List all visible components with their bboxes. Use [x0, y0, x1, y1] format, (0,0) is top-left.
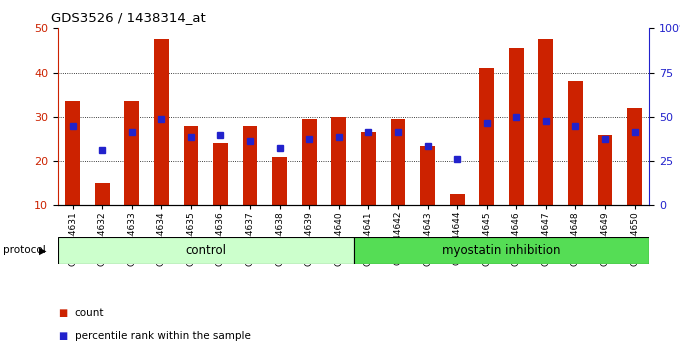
Bar: [390, 119, 405, 205]
Bar: [627, 108, 642, 205]
Text: ▶: ▶: [39, 245, 47, 256]
Bar: [65, 101, 80, 205]
Bar: [539, 39, 554, 205]
Bar: [509, 48, 524, 205]
Bar: [449, 194, 464, 205]
Bar: [331, 117, 346, 205]
Text: protocol: protocol: [3, 245, 46, 256]
Bar: [361, 132, 376, 205]
Text: GDS3526 / 1438314_at: GDS3526 / 1438314_at: [51, 11, 206, 24]
Bar: [302, 119, 317, 205]
Text: count: count: [75, 308, 104, 318]
Bar: [58, 237, 354, 264]
Text: control: control: [185, 244, 226, 257]
Text: ■: ■: [58, 331, 67, 341]
Bar: [568, 81, 583, 205]
Text: myostatin inhibition: myostatin inhibition: [442, 244, 561, 257]
Text: percentile rank within the sample: percentile rank within the sample: [75, 331, 251, 341]
Bar: [213, 143, 228, 205]
Bar: [243, 126, 258, 205]
Text: ■: ■: [58, 308, 67, 318]
Bar: [420, 145, 435, 205]
Bar: [95, 183, 109, 205]
Bar: [479, 68, 494, 205]
Bar: [598, 135, 613, 205]
Bar: [272, 156, 287, 205]
Bar: [154, 39, 169, 205]
Bar: [184, 126, 199, 205]
Bar: [124, 101, 139, 205]
Bar: [354, 237, 649, 264]
